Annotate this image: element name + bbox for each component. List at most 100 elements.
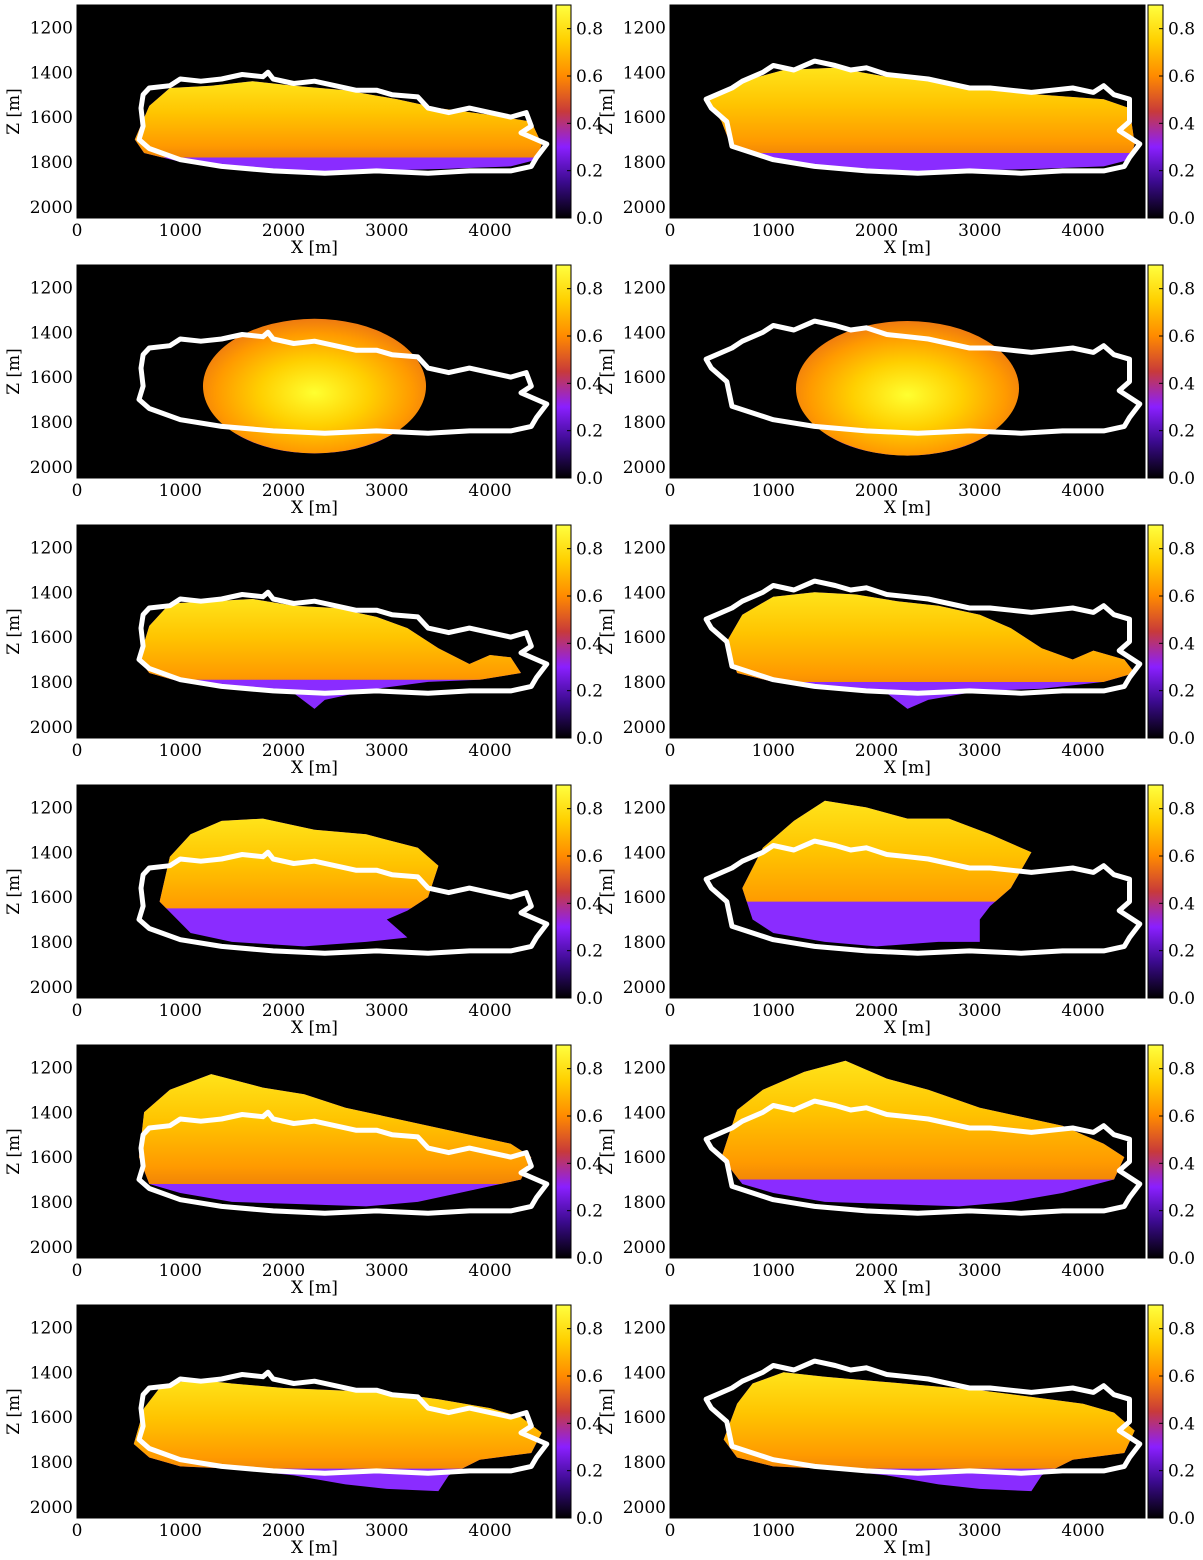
y-tick-label: 2000	[30, 1238, 73, 1258]
y-tick-label: 1400	[30, 323, 73, 343]
y-tick-label: 1800	[30, 153, 73, 173]
colorbar-tick-label: 0.8	[1168, 540, 1195, 560]
y-tick-label: 1400	[30, 843, 73, 863]
x-axis-label: X [m]	[291, 498, 338, 518]
x-tick-label: 4000	[1061, 741, 1104, 761]
x-tick-label: 1000	[752, 741, 795, 761]
y-tick-label: 1400	[623, 1363, 666, 1383]
reference-contour	[136, 849, 550, 956]
axes-frame	[669, 784, 1146, 999]
colorbar-tick-label: 0.0	[1168, 1249, 1195, 1269]
x-axis-label: X [m]	[884, 498, 931, 518]
colorbar-tick-label: 0.4	[1168, 374, 1195, 394]
colorbar-tick-label: 0.8	[576, 280, 603, 300]
colorbar	[1147, 1304, 1164, 1519]
colorbar-tick-label: 0.0	[576, 1249, 603, 1269]
colorbar-tick-label: 0.2	[576, 942, 603, 962]
colorbar-tick-label: 0.0	[576, 1509, 603, 1529]
x-axis-label: X [m]	[291, 1018, 338, 1038]
y-tick-label: 1600	[623, 1408, 666, 1428]
y-tick-label: 1600	[30, 108, 73, 128]
colorbar-tick-label: 0.8	[1168, 1060, 1195, 1080]
colorbar-tick-label: 0.4	[1168, 114, 1195, 134]
colorbar	[1147, 524, 1164, 739]
colorbar-tick-label: 0.4	[1168, 894, 1195, 914]
x-tick-label: 0	[665, 1521, 676, 1541]
y-tick-label: 1400	[30, 1363, 73, 1383]
colorbar-tick-label: 0.0	[1168, 729, 1195, 749]
x-tick-label: 2000	[855, 481, 898, 501]
x-axis-label: X [m]	[884, 1278, 931, 1298]
colorbar-tick-label: 0.2	[1168, 162, 1195, 182]
x-tick-label: 1000	[752, 481, 795, 501]
y-axis-label: Z [m]	[597, 1388, 617, 1435]
y-tick-label: 1400	[30, 63, 73, 83]
x-tick-label: 4000	[468, 1261, 511, 1281]
reference-contour	[703, 1098, 1143, 1216]
x-tick-label: 4000	[1061, 481, 1104, 501]
y-tick-label: 1800	[30, 1453, 73, 1473]
x-tick-label: 1000	[159, 1521, 202, 1541]
axes-frame	[669, 4, 1146, 219]
axes-frame	[76, 264, 553, 479]
reference-contour	[136, 1109, 550, 1216]
x-axis-label: X [m]	[884, 238, 931, 258]
y-tick-label: 1200	[30, 278, 73, 298]
y-axis-label: Z [m]	[4, 608, 24, 655]
x-tick-label: 1000	[752, 1261, 795, 1281]
x-tick-label: 4000	[468, 481, 511, 501]
x-tick-label: 3000	[365, 481, 408, 501]
x-axis-label: X [m]	[291, 1278, 338, 1298]
reference-contour	[136, 329, 550, 436]
x-tick-label: 1000	[159, 221, 202, 241]
colorbar-tick-label: 0.0	[576, 989, 603, 1009]
y-axis-label: Z [m]	[597, 88, 617, 135]
colorbar-tick-label: 0.4	[576, 1414, 603, 1434]
colorbar-tick-label: 0.4	[1168, 634, 1195, 654]
y-axis-label: Z [m]	[4, 868, 24, 915]
x-tick-label: 4000	[468, 1001, 511, 1021]
colorbar-tick-label: 0.4	[1168, 1414, 1195, 1434]
field-layer	[159, 818, 439, 947]
x-tick-label: 1000	[159, 1001, 202, 1021]
colorbar-tick-label: 0.4	[576, 1154, 603, 1174]
heat-field	[134, 81, 542, 158]
x-tick-label: 2000	[855, 1001, 898, 1021]
x-tick-label: 0	[72, 741, 83, 761]
axes-frame	[76, 524, 553, 739]
y-tick-label: 2000	[623, 978, 666, 998]
x-tick-label: 3000	[958, 1261, 1001, 1281]
field-layer	[134, 81, 542, 174]
colorbar-tick-label: 0.2	[576, 422, 603, 442]
x-tick-label: 2000	[855, 221, 898, 241]
colorbar-tick-label: 0.8	[576, 1320, 603, 1340]
colorbar-tick-label: 0.8	[1168, 20, 1195, 40]
axes-frame	[76, 1304, 553, 1519]
colorbar	[1147, 1044, 1164, 1259]
colorbar-tick-label: 0.0	[1168, 989, 1195, 1009]
x-tick-label: 2000	[262, 741, 305, 761]
colorbar-tick-label: 0.4	[1168, 1154, 1195, 1174]
colorbar	[555, 264, 572, 479]
x-tick-label: 4000	[468, 1521, 511, 1541]
colorbar	[1147, 784, 1164, 999]
x-tick-label: 2000	[855, 1521, 898, 1541]
x-tick-label: 2000	[262, 221, 305, 241]
x-tick-label: 3000	[958, 221, 1001, 241]
y-tick-label: 1400	[623, 843, 666, 863]
heat-field	[706, 67, 1135, 153]
x-tick-label: 1000	[752, 1001, 795, 1021]
y-tick-label: 1600	[623, 368, 666, 388]
colorbar	[555, 4, 572, 219]
y-tick-label: 2000	[30, 978, 73, 998]
axes-frame	[76, 1044, 553, 1259]
y-tick-label: 1200	[623, 798, 666, 818]
x-tick-label: 1000	[159, 481, 202, 501]
